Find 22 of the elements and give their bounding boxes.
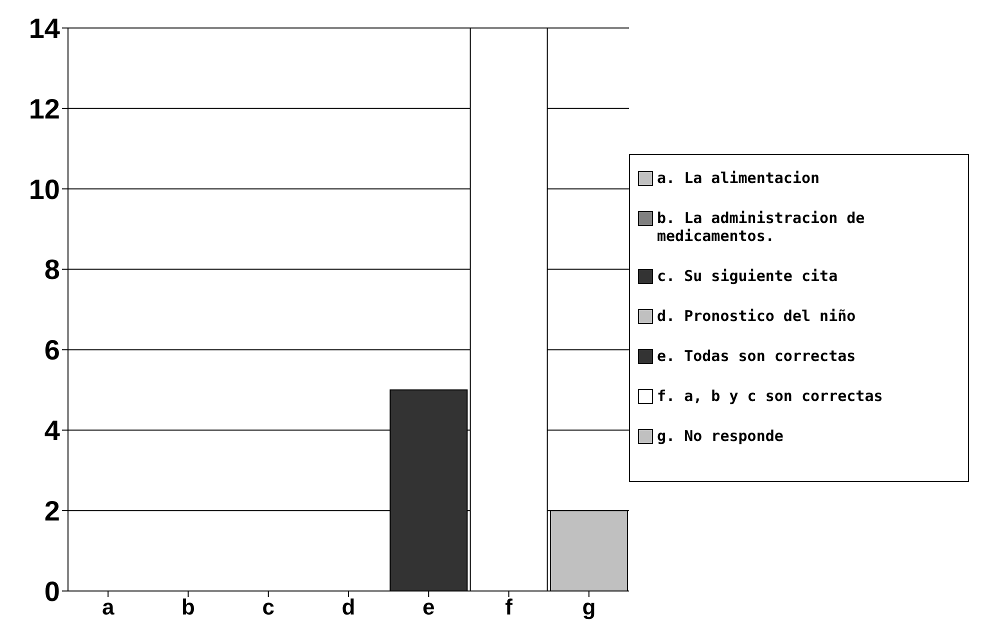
x-tick-label: b: [181, 594, 195, 620]
y-tick-label: 8: [44, 254, 60, 286]
y-tick-label: 6: [44, 334, 60, 366]
x-tick-label: d: [342, 594, 356, 620]
y-tick-label: 12: [28, 93, 60, 124]
legend-label: e. Todas son correctas: [657, 347, 856, 365]
y-tick-label: 2: [44, 496, 60, 527]
legend-label: d. Pronostico del niño: [657, 307, 856, 325]
legend-label: g. No responde: [657, 427, 784, 445]
x-tick-label: c: [262, 594, 274, 620]
y-tick-label: 14: [28, 12, 60, 44]
y-tick-label: 0: [44, 576, 60, 607]
legend-label: b. La administracion de medicamentos.: [657, 209, 866, 245]
x-tick-label: a: [102, 594, 115, 620]
x-tick-label: g: [582, 594, 596, 620]
x-tick-label: f: [505, 594, 514, 620]
legend-label: f. a, b y c son correctas: [657, 387, 883, 405]
y-tick-label: 10: [28, 174, 60, 205]
x-tick-label: e: [422, 594, 435, 620]
legend-label: a. La alimentacion: [657, 169, 820, 187]
y-tick-label: 4: [44, 415, 60, 446]
legend-label: c. Su siguiente cita: [657, 267, 838, 285]
